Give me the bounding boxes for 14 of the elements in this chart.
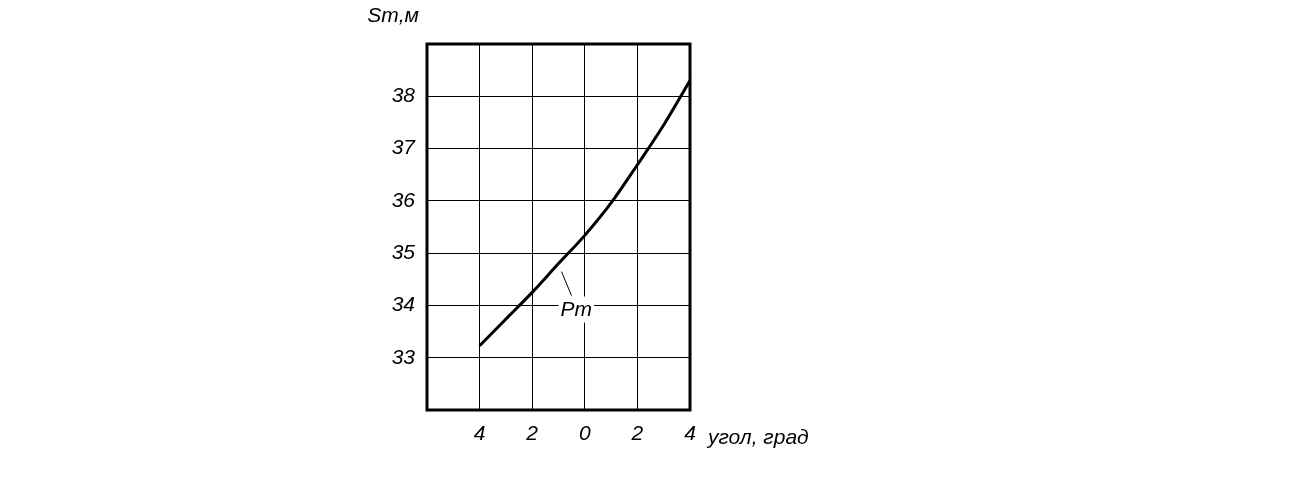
y-tick-label: 35 (391, 239, 416, 263)
x-tick-label: 0 (578, 421, 591, 445)
y-axis-title: Sm,м (367, 3, 419, 27)
x-tick-label: 4 (473, 421, 486, 445)
annotation: Pm (560, 296, 592, 320)
x-axis-title: угол, град (706, 425, 809, 449)
y-tick-label: 36 (391, 187, 416, 211)
y-tick-label: 37 (391, 135, 417, 159)
x-tick-label: 2 (630, 421, 644, 445)
y-tick-label: 34 (391, 292, 415, 316)
y-tick-label: 38 (391, 83, 416, 107)
y-tick-label: 33 (391, 344, 416, 368)
x-tick-label: 4 (684, 421, 696, 445)
x-tick-label: 2 (525, 421, 539, 445)
